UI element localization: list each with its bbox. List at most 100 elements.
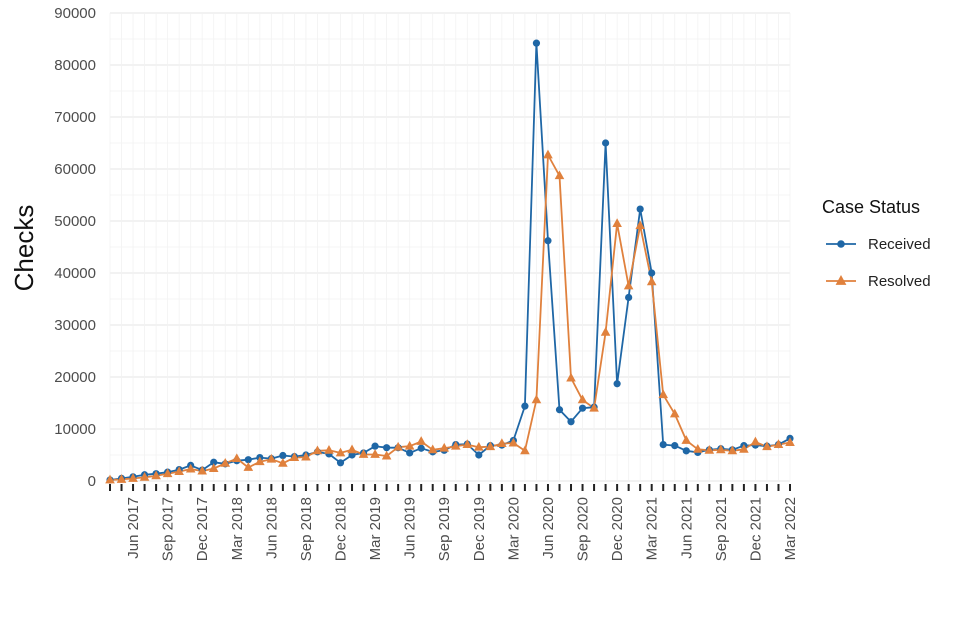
data-point-received[interactable] [555,406,564,414]
data-point-resolved[interactable] [646,276,657,286]
y-tick-label: 50000 [54,213,96,230]
data-point-resolved[interactable] [358,449,369,458]
legend-item-resolved[interactable]: Resolved [826,273,931,290]
data-point-resolved[interactable] [681,435,692,444]
data-point-received[interactable] [383,444,391,452]
data-point-received[interactable] [648,269,656,277]
data-point-resolved[interactable] [739,443,749,453]
x-tick-label: Mar 2021 [644,497,661,560]
data-point-resolved[interactable] [116,474,127,483]
data-point-received[interactable] [636,205,644,213]
data-point-resolved[interactable] [462,439,473,449]
data-point-resolved[interactable] [762,441,772,451]
data-point-received[interactable] [567,418,575,426]
data-point-resolved[interactable] [577,394,588,404]
data-point-received[interactable] [625,293,633,302]
data-point-resolved[interactable] [278,458,288,467]
data-point-resolved[interactable] [554,170,565,180]
data-point-resolved[interactable] [105,474,115,484]
series-line-received [109,42,791,481]
data-point-received[interactable] [279,451,287,460]
data-point-resolved[interactable] [612,218,622,228]
data-point-received[interactable] [244,456,252,464]
data-point-received[interactable] [521,402,529,410]
data-point-resolved[interactable] [566,372,576,382]
x-tick-label: Jun 2017 [125,497,142,559]
x-tick-label: Sep 2017 [160,497,177,561]
data-point-resolved[interactable] [139,472,150,481]
data-point-resolved[interactable] [508,437,519,447]
data-point-resolved[interactable] [635,220,645,230]
data-point-received[interactable] [371,442,379,450]
data-point-resolved[interactable] [197,465,208,475]
data-point-resolved[interactable] [589,402,599,412]
data-point-resolved[interactable] [335,447,346,457]
data-point-resolved[interactable] [450,440,461,450]
data-point-resolved[interactable] [474,441,484,451]
data-point-resolved[interactable] [185,463,196,473]
data-point-resolved[interactable] [174,466,184,476]
data-point-resolved[interactable] [151,470,161,480]
data-point-received[interactable] [578,404,587,412]
data-point-received[interactable] [475,451,483,459]
data-point-received[interactable] [210,458,218,466]
data-point-resolved[interactable] [301,451,311,461]
y-tick-label: 60000 [54,161,96,178]
data-point-resolved[interactable] [716,444,726,454]
data-point-resolved[interactable] [750,436,761,446]
data-point-received[interactable] [544,237,552,245]
data-point-received[interactable] [659,441,667,449]
legend-key-circle [837,240,845,248]
data-point-received[interactable] [406,449,414,457]
data-point-resolved[interactable] [220,458,231,467]
data-point-resolved[interactable] [658,389,669,399]
data-point-resolved[interactable] [162,468,173,478]
legend-item-received[interactable]: Received [826,236,931,253]
data-point-received[interactable] [532,39,541,47]
data-point-resolved[interactable] [266,453,277,463]
data-point-received[interactable] [671,442,679,450]
data-point-resolved[interactable] [370,449,380,458]
legend[interactable]: Case Status Received Resolved [822,197,931,290]
data-point-resolved[interactable] [208,463,219,472]
data-point-received[interactable] [613,380,621,388]
data-point-resolved[interactable] [785,437,795,446]
data-point-received[interactable] [682,447,690,455]
data-point-resolved[interactable] [485,441,496,451]
data-point-resolved[interactable] [393,441,403,451]
data-point-resolved[interactable] [255,456,265,466]
legend-label: Resolved [868,273,931,290]
data-point-resolved[interactable] [531,394,542,404]
data-point-resolved[interactable] [347,444,357,454]
data-point-resolved[interactable] [312,445,323,455]
data-point-resolved[interactable] [128,473,138,482]
data-point-resolved[interactable] [324,445,334,454]
data-point-resolved[interactable] [669,408,680,418]
data-point-resolved[interactable] [439,442,450,452]
data-point-resolved[interactable] [773,439,784,449]
data-point-resolved[interactable] [692,443,703,453]
x-axis-ticks: Jun 2017 Sep 2017 Dec 2017 Mar 2018 Jun 2018… [109,484,799,561]
data-point-resolved[interactable] [727,445,738,455]
data-point-resolved[interactable] [543,149,553,159]
data-point-received[interactable] [336,459,345,467]
data-point-resolved[interactable] [520,445,530,455]
legend-key-triangle [835,275,847,285]
data-point-resolved[interactable] [381,450,392,460]
data-point-resolved[interactable] [404,440,415,450]
data-point-received[interactable] [601,139,610,147]
data-point-resolved[interactable] [497,438,507,447]
data-point-resolved[interactable] [427,444,438,454]
x-tick-label: Dec 2017 [194,497,211,561]
data-point-resolved[interactable] [704,445,715,454]
data-point-resolved[interactable] [289,452,300,462]
data-point-resolved[interactable] [623,280,634,290]
data-point-received[interactable] [417,444,425,452]
data-point-resolved[interactable] [416,436,426,445]
data-point-resolved[interactable] [243,462,254,471]
legend-label: Received [868,236,931,253]
data-point-resolved[interactable] [231,453,242,463]
data-point-resolved[interactable] [600,326,611,336]
series-line-resolved [109,154,791,481]
